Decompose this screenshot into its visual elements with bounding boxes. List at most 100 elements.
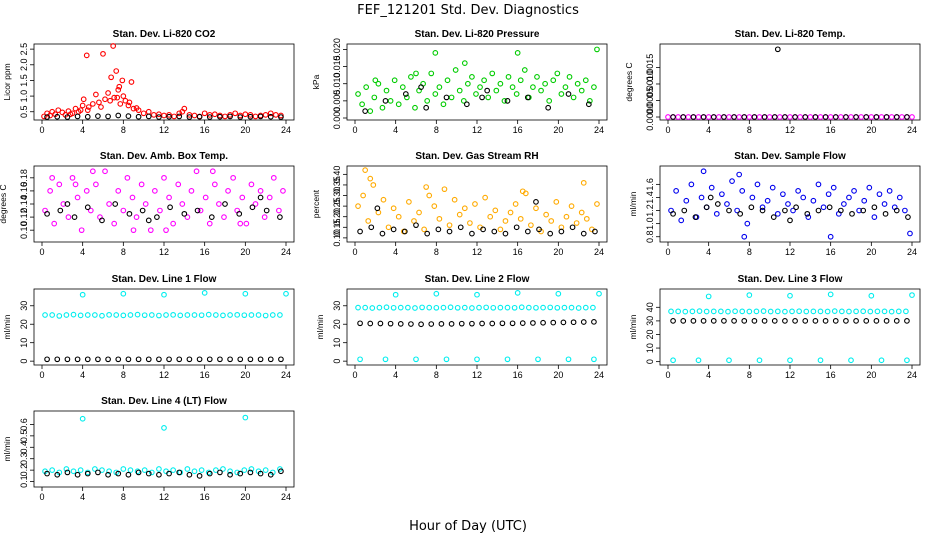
data-point: [749, 194, 756, 201]
data-point: [810, 308, 817, 315]
data-point: [227, 471, 233, 478]
data-point: [269, 312, 276, 318]
data-point: [252, 113, 259, 120]
data-point: [481, 77, 487, 84]
data-point: [242, 111, 249, 118]
data-point: [873, 114, 880, 120]
data-point: [84, 204, 91, 211]
data-point: [186, 471, 193, 478]
data-point: [255, 312, 262, 318]
y-axis-label: Licor ppm: [2, 63, 12, 100]
data-point: [163, 312, 169, 318]
data-point: [868, 292, 875, 299]
data-point: [147, 227, 154, 234]
data-point: [596, 290, 602, 297]
data-point: [451, 196, 458, 203]
data-point: [695, 114, 702, 120]
data-point: [95, 356, 101, 363]
data-point: [681, 207, 688, 214]
data-point: [726, 357, 732, 364]
data-point: [355, 304, 361, 311]
data-point: [367, 175, 374, 182]
data-point: [175, 181, 182, 188]
data-point: [469, 230, 475, 237]
data-point: [127, 467, 134, 473]
data-point: [363, 84, 370, 90]
data-point: [754, 181, 761, 188]
data-point: [368, 224, 375, 231]
data-point: [562, 84, 569, 90]
x-tick-label: 4: [80, 247, 85, 257]
y-tick-label: 0.5: [19, 430, 29, 443]
x-tick-label: 0: [665, 370, 670, 380]
data-point: [145, 113, 152, 120]
data-point: [196, 473, 203, 479]
data-point: [106, 311, 112, 318]
data-point: [145, 356, 152, 363]
data-point: [469, 320, 475, 327]
data-point: [736, 114, 743, 120]
data-point: [871, 214, 878, 220]
data-point: [79, 291, 86, 298]
plot-frame: [346, 288, 608, 366]
data-point: [206, 220, 213, 227]
data-point: [511, 304, 518, 311]
y-tick-label: 1.6: [645, 178, 655, 191]
x-tick-label: 8: [434, 125, 439, 135]
data-point: [433, 290, 440, 297]
data-point: [479, 94, 485, 101]
y-tick-label: 1.5: [19, 74, 29, 87]
data-point: [115, 86, 122, 93]
x-tick-label: 16: [200, 247, 210, 257]
data-point: [513, 91, 520, 97]
data-point: [150, 112, 157, 118]
data-point: [96, 99, 102, 106]
data-point: [868, 114, 875, 120]
x-tick-label: 12: [159, 247, 169, 257]
data-point: [424, 98, 431, 104]
data-point: [276, 207, 282, 214]
data-point: [74, 471, 81, 478]
data-point: [170, 220, 176, 227]
data-point: [161, 291, 167, 298]
series-all: [668, 168, 913, 240]
y-tick-label: 1.2: [645, 204, 655, 217]
panel-title: Stan. Dev. Line 1 Flow: [112, 274, 217, 285]
data-point: [247, 113, 254, 120]
data-point: [708, 184, 715, 191]
data-point: [714, 201, 721, 207]
data-point: [83, 188, 90, 194]
data-point: [77, 107, 84, 114]
data-point: [802, 114, 809, 120]
data-point: [134, 311, 141, 318]
data-point: [443, 94, 450, 101]
series-all: [355, 167, 600, 235]
panel-title: Stan. Dev. Line 4 (LT) Flow: [101, 396, 227, 407]
data-point: [161, 425, 167, 431]
data-point: [540, 319, 546, 326]
y-axis-label: degrees C: [624, 62, 634, 101]
data-point: [580, 179, 587, 186]
x-tick-label: 4: [706, 125, 711, 135]
data-point: [446, 228, 453, 235]
plot-frame: [659, 43, 921, 121]
data-point: [211, 111, 218, 118]
data-point: [812, 318, 819, 324]
data-point: [764, 197, 771, 204]
data-point: [133, 105, 140, 111]
data-point: [448, 94, 455, 101]
data-point: [746, 292, 753, 298]
data-point: [534, 74, 540, 80]
data-point: [130, 227, 137, 234]
data-point: [756, 357, 763, 364]
data-point: [504, 356, 511, 363]
data-point: [217, 469, 223, 476]
data-point: [484, 87, 491, 94]
data-point: [893, 318, 900, 324]
data-point: [860, 308, 867, 315]
x-tick-label: 16: [826, 125, 836, 135]
data-point: [782, 207, 788, 214]
data-point: [456, 87, 463, 94]
data-point: [408, 74, 414, 80]
